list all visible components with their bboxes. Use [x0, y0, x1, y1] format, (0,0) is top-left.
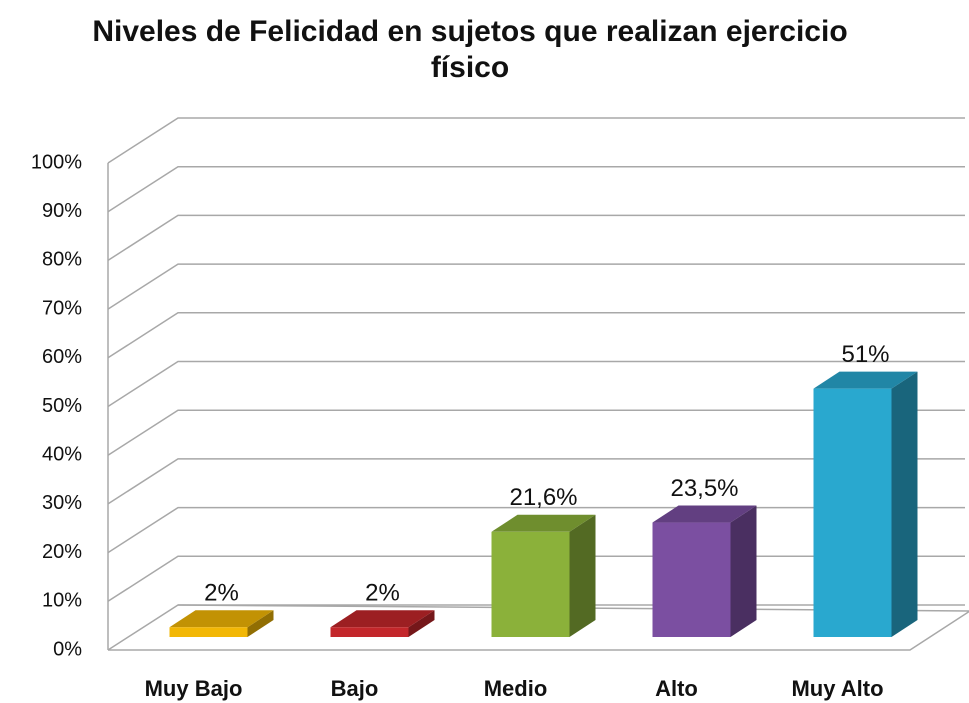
y-tick-label: 40%	[42, 443, 82, 465]
y-tick-label: 90%	[42, 200, 82, 222]
y-tick-label: 0%	[53, 638, 82, 660]
y-tick-label: 10%	[42, 590, 82, 612]
y-tick-label: 20%	[42, 541, 82, 563]
data-label: 23,5%	[670, 475, 738, 502]
bar	[813, 388, 892, 637]
bar-top	[330, 610, 435, 628]
bar-side	[891, 371, 918, 637]
data-label: 21,6%	[509, 484, 577, 511]
bar	[652, 522, 731, 637]
grid-line	[107, 117, 965, 164]
bar-side	[408, 610, 435, 637]
bar-top	[652, 505, 757, 523]
grid-line	[107, 458, 965, 505]
bar	[491, 531, 570, 637]
grid-line	[107, 263, 965, 310]
y-tick-label: 100%	[31, 151, 82, 173]
bar-side	[730, 505, 757, 637]
data-label: 2%	[204, 580, 239, 607]
data-label: 51%	[841, 341, 889, 368]
grid-line	[107, 360, 965, 408]
chart-title: Niveles de Felicidad en sujetos que real…	[92, 15, 848, 84]
bar-top	[813, 371, 918, 389]
bar	[169, 627, 248, 637]
x-tick-label: Alto	[655, 676, 698, 701]
x-tick-label: Medio	[484, 676, 548, 701]
bar-top	[491, 514, 596, 532]
y-tick-label: 30%	[42, 492, 82, 514]
grid-line	[107, 214, 965, 262]
x-tick-label: Bajo	[331, 676, 379, 701]
bar-top	[169, 610, 274, 628]
y-tick-label: 60%	[42, 346, 82, 368]
grid-line	[107, 409, 965, 456]
y-tick-label: 80%	[42, 249, 82, 271]
bar	[330, 627, 409, 637]
bar-side	[247, 610, 274, 637]
grid-line	[107, 165, 965, 213]
bar-side	[569, 514, 596, 637]
grid-line	[107, 312, 965, 359]
y-tick-label: 70%	[42, 297, 82, 319]
y-tick-label: 50%	[42, 395, 82, 417]
data-label: 2%	[365, 580, 400, 607]
x-tick-label: Muy Alto	[791, 676, 883, 701]
x-tick-label: Muy Bajo	[145, 676, 243, 701]
